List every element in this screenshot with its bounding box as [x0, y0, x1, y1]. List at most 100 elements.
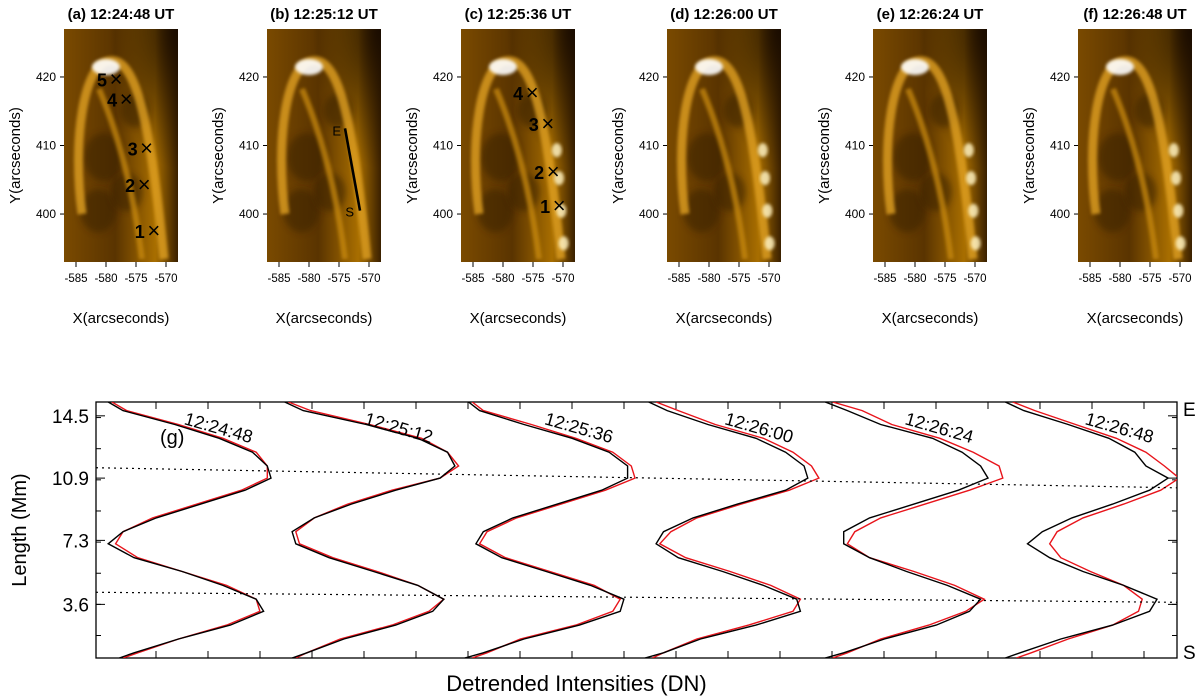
marker-cross: × — [138, 172, 151, 197]
image-panel-e: (e) 12:26:24 UT -585 -580 -575 -570 X(arcseco… — [816, 6, 987, 327]
x-axis-label: X(arcseconds) — [276, 310, 373, 327]
fit-line-12-26-24 — [832, 402, 1004, 658]
time-label: 12:24:48 — [182, 409, 255, 448]
x-tick-label: -575 — [521, 273, 544, 285]
marker-number: 2 — [534, 163, 544, 183]
dark-blob — [1097, 133, 1138, 182]
right-label-S: S — [1183, 643, 1196, 664]
bright-kernel — [901, 59, 929, 75]
y-tick-label: 420 — [239, 70, 259, 84]
dotted-line-0 — [96, 467, 1177, 489]
slit-start-label: S — [345, 205, 354, 220]
y-tick-label: 410 — [239, 139, 259, 153]
bright-knot — [1175, 236, 1186, 251]
bright-knot — [764, 236, 775, 251]
image-panels: (a) 12:24:48 UT -585 -580 -575 -570 X(arcseco… — [7, 6, 1192, 327]
observed-line-12-26-24 — [824, 402, 990, 658]
x-tick-label: -580 — [297, 273, 320, 285]
x-tick-label: -570 — [551, 273, 574, 285]
bright-knot — [554, 171, 565, 186]
solar-image — [1078, 29, 1192, 262]
x-tick-label: -585 — [667, 273, 690, 285]
image-panel-c: (c) 12:25:36 UT -585 -580 -575 -570 X(arcseco… — [404, 6, 575, 327]
observed-line-12-24-48 — [106, 402, 272, 658]
x-tick-label: -580 — [491, 273, 514, 285]
panel-title: (c) 12:25:36 UT — [465, 6, 572, 23]
dark-blob — [286, 133, 327, 182]
panel-title: (d) 12:26:00 UT — [670, 6, 778, 23]
y-axis-label: Y(arcseconds) — [816, 107, 833, 204]
bright-knot — [1173, 203, 1184, 218]
dark-blob — [686, 133, 727, 182]
fit-line-12-26-48 — [1012, 402, 1177, 658]
image-panel-d: (d) 12:26:00 UT -585 -580 -575 -570 X(arcseco… — [610, 6, 781, 327]
observed-line-12-26-00 — [644, 402, 809, 658]
dark-blob — [892, 133, 933, 182]
loop-strand — [96, 87, 145, 260]
y-tick-label: 410 — [845, 139, 865, 153]
y-axis-label: Length (Mm) — [9, 473, 31, 586]
dark-blob — [889, 189, 926, 233]
y-tick-label: 410 — [433, 139, 453, 153]
bright-knot — [963, 143, 974, 158]
dark-blob — [1094, 189, 1131, 233]
bright-knot — [558, 236, 569, 251]
bright-kernel — [295, 59, 323, 75]
marker-cross: × — [526, 80, 539, 105]
marker-cross: × — [140, 136, 153, 161]
y-axis-label: Y(arcseconds) — [210, 107, 227, 204]
y-tick-label: 400 — [36, 207, 56, 221]
y-tick-label: 14.5 — [52, 407, 89, 428]
x-tick-label: -575 — [933, 273, 956, 285]
y-tick-label: 420 — [1050, 70, 1070, 84]
loop-strand — [699, 87, 748, 260]
panel-title: (b) 12:25:12 UT — [270, 6, 378, 23]
x-axis-label: X(arcseconds) — [73, 310, 170, 327]
x-tick-label: -575 — [1138, 273, 1161, 285]
marker-cross: × — [120, 86, 133, 111]
marker-cross: × — [547, 159, 560, 184]
marker-number: 3 — [128, 140, 138, 160]
solar-image — [461, 29, 575, 262]
y-axis-label: Y(arcseconds) — [1021, 107, 1038, 204]
x-axis-label: X(arcseconds) — [882, 310, 979, 327]
y-tick-label: 400 — [239, 207, 259, 221]
x-tick-label: -585 — [873, 273, 896, 285]
bright-knot — [760, 171, 771, 186]
x-tick-label: -575 — [727, 273, 750, 285]
time-label: 12:26:00 — [723, 409, 796, 448]
y-tick-label: 3.6 — [63, 595, 89, 616]
y-axis-label: Y(arcseconds) — [7, 107, 24, 204]
bright-kernel — [489, 59, 517, 75]
x-tick-label: -570 — [1168, 273, 1191, 285]
x-tick-label: -575 — [124, 273, 147, 285]
y-tick-label: 400 — [433, 207, 453, 221]
solar-image — [667, 29, 781, 262]
x-tick-label: -570 — [757, 273, 780, 285]
bright-knot — [1168, 143, 1179, 158]
y-tick-label: 400 — [845, 207, 865, 221]
solar-image — [64, 29, 178, 262]
loop-strand — [299, 87, 348, 260]
y-tick-label: 410 — [1050, 139, 1070, 153]
x-axis-label: Detrended Intensities (DN) — [446, 671, 706, 696]
x-tick-label: -570 — [154, 273, 177, 285]
bright-knot — [551, 143, 562, 158]
x-tick-label: -580 — [697, 273, 720, 285]
x-tick-label: -575 — [327, 273, 350, 285]
x-tick-label: -580 — [903, 273, 926, 285]
image-panel-f: (f) 12:26:48 UT -585 -580 -575 -570 X(arcseco… — [1021, 6, 1192, 327]
image-panel-a: (a) 12:24:48 UT -585 -580 -575 -570 X(arcseco… — [7, 6, 178, 327]
curves — [96, 402, 1177, 658]
y-tick-label: 400 — [639, 207, 659, 221]
plot-frame — [95, 401, 1178, 659]
x-tick-label: -570 — [357, 273, 380, 285]
observed-line-12-25-12 — [284, 402, 456, 658]
loop-strand — [493, 87, 542, 260]
slit-end-label: E — [332, 123, 341, 138]
bright-knot — [757, 143, 768, 158]
y-tick-label: 420 — [36, 70, 56, 84]
dark-blob — [480, 133, 521, 182]
y-axis-label: Y(arcseconds) — [610, 107, 627, 204]
intensity-profile-panel: 14.5 10.9 7.3 3.6 Length (Mm) Detrended Inten… — [9, 400, 1196, 696]
